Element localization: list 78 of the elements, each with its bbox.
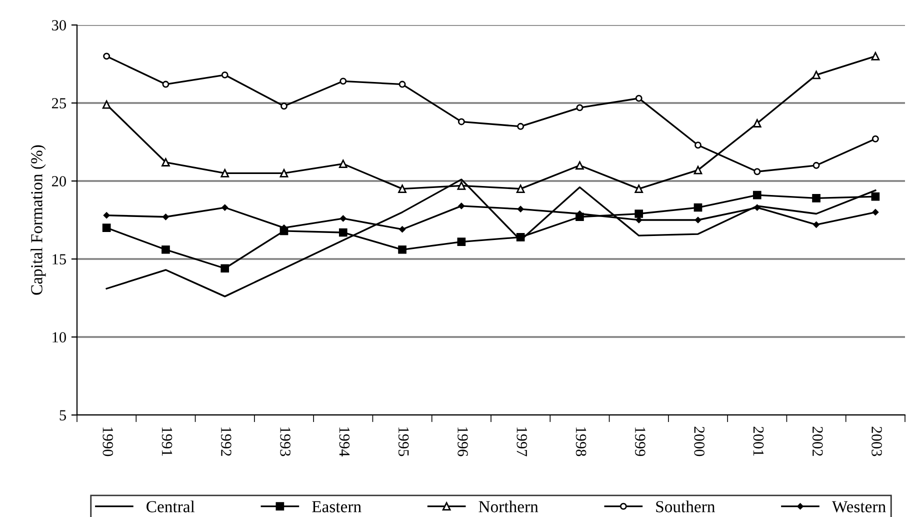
x-tick-label: 2002 — [812, 426, 823, 456]
point — [399, 226, 406, 233]
point — [398, 184, 406, 193]
point — [398, 80, 406, 88]
point — [221, 71, 228, 78]
x-tick-label: 1993 — [280, 427, 290, 456]
point — [813, 222, 820, 228]
point — [754, 204, 760, 211]
y-tick-label: 25 — [52, 98, 66, 108]
point — [812, 194, 820, 202]
point — [517, 122, 524, 130]
point — [162, 245, 170, 254]
point — [280, 169, 288, 178]
point — [517, 206, 524, 212]
point — [694, 216, 702, 224]
y-tick-label: 10 — [52, 332, 66, 342]
point — [812, 70, 820, 80]
point — [634, 210, 644, 218]
legend-label: Eastern — [312, 501, 362, 512]
point — [220, 169, 230, 178]
legend-label: Central — [146, 500, 195, 512]
x-tick-label: 1990 — [102, 427, 114, 456]
point — [516, 184, 525, 193]
point — [871, 192, 880, 201]
x-tick-label: 1992 — [221, 427, 232, 456]
point — [457, 182, 466, 190]
point — [162, 158, 170, 166]
point — [340, 78, 347, 85]
point — [694, 166, 702, 174]
point — [812, 162, 820, 169]
x-tick-label: 2000 — [694, 426, 704, 456]
point — [222, 204, 228, 211]
point — [754, 168, 761, 176]
legend-label: Western — [832, 501, 886, 512]
point — [398, 245, 406, 254]
point — [338, 160, 348, 168]
point — [694, 142, 702, 149]
point — [103, 212, 110, 218]
x-tick-label: 1991 — [162, 427, 172, 456]
legend-label: Southern — [656, 500, 716, 512]
point — [872, 209, 879, 216]
point — [872, 135, 879, 142]
point — [576, 104, 584, 112]
point — [636, 216, 642, 224]
y-axis-title: Capital Formation (%) — [30, 145, 46, 295]
point — [516, 232, 525, 242]
point — [752, 119, 762, 128]
point — [338, 228, 348, 237]
point — [162, 214, 169, 220]
point — [220, 264, 230, 273]
x-tick-label: 1995 — [398, 427, 409, 456]
point — [458, 202, 465, 210]
x-tick-label: 2001 — [753, 426, 764, 456]
point — [102, 224, 111, 232]
y-tick-label: 15 — [52, 254, 66, 264]
point — [871, 52, 880, 60]
legend-label: Northern — [478, 500, 538, 512]
y-tick-label: 5 — [60, 410, 66, 420]
point — [458, 118, 465, 126]
x-tick-label: 1994 — [339, 427, 350, 456]
x-tick-label: 1996 — [458, 427, 468, 456]
x-tick-label: 1997 — [516, 427, 528, 456]
point — [634, 184, 644, 193]
x-tick-label: 1999 — [635, 427, 646, 456]
point — [102, 100, 111, 109]
point — [752, 190, 762, 200]
point — [340, 215, 346, 222]
point — [162, 80, 170, 88]
point — [694, 203, 702, 212]
y-tick-label: 30 — [52, 20, 66, 30]
point — [280, 102, 288, 110]
y-tick-label: 20 — [52, 176, 66, 186]
point — [635, 94, 642, 102]
point — [576, 161, 584, 170]
point — [457, 238, 466, 246]
x-tick-label: 1998 — [576, 427, 586, 456]
x-tick-label: 2003 — [872, 426, 882, 456]
point — [103, 52, 110, 60]
